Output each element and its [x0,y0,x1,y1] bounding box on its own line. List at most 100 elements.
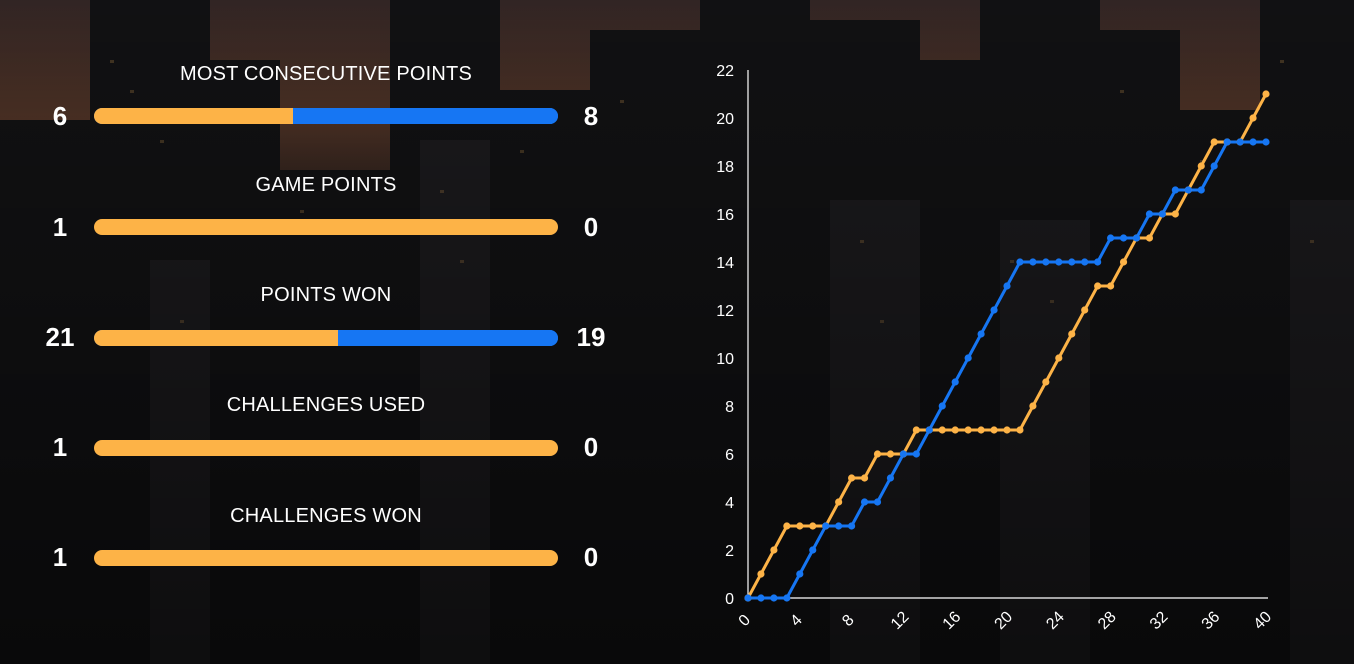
series-1-point [990,426,998,434]
stat-bar-most-consecutive-points [94,108,558,124]
series-2-point [1107,234,1115,242]
stat-bar-player-a-segment [94,330,338,346]
series-1-point [1107,282,1115,290]
series-1-point [964,426,972,434]
stat-right-value-most-consecutive-points: 8 [583,101,599,131]
stat-title-points-won: POINTS WON [260,284,392,306]
y-tick-label: 2 [725,543,734,560]
series-1-point [977,426,985,434]
series-1-point [1055,354,1063,362]
series-2-point [809,546,817,554]
series-2-point [938,402,946,410]
series-2-point [1068,258,1076,266]
series-1-point [783,522,791,530]
series-2-point [822,522,830,530]
series-1-point [1210,138,1218,146]
series-2-point [770,594,778,602]
series-2-point [886,474,895,482]
series-1-point [796,522,804,530]
stat-title-game-points: GAME POINTS [255,174,397,196]
stat-bar-challenges-won [94,550,558,566]
series-2-point [990,306,998,314]
stat-left-value-most-consecutive-points: 6 [52,101,68,131]
series-2-point [1003,282,1011,290]
series-2-point [1016,258,1024,266]
y-tick-label: 18 [716,159,734,176]
series-1-point [1081,306,1089,314]
stat-bar-player-b-segment [292,108,558,124]
match-stats-panel: MOST CONSECUTIVE POINTS 6 8 GAME POINTS … [46,63,606,572]
series-1-point [848,474,856,482]
y-tick-label: 16 [716,207,734,224]
series-1-point [873,450,882,458]
x-tick-label: 16 [940,608,965,633]
x-tick-label: 24 [1043,608,1068,633]
series-1-point [912,426,920,434]
y-tick-label: 6 [725,447,734,464]
series-2-point [1210,162,1218,170]
y-tick-label: 20 [716,111,734,128]
series-1-point [1171,210,1179,218]
series-2-point [1223,138,1231,146]
stat-title-most-consecutive-points: MOST CONSECUTIVE POINTS [179,63,473,85]
series-2-point [783,594,791,602]
stat-right-value-challenges-used: 0 [583,432,599,462]
x-tick-label: 28 [1095,608,1120,633]
stat-left-value-challenges-won: 1 [52,542,68,572]
series-2-point [1081,258,1089,266]
series-2-point [912,450,920,458]
stat-left-value-challenges-used: 1 [52,432,68,462]
series-1-point [1029,402,1037,410]
x-tick-label: 32 [1147,608,1172,633]
series-2-point [796,570,804,578]
series-1-point [770,546,778,554]
series-2-point [1184,186,1192,194]
stat-bar-player-a-segment [94,440,558,456]
series-2-point [1145,210,1154,218]
y-tick-label: 4 [725,495,734,512]
series-1-point [1119,258,1128,266]
series-1-point [1003,426,1011,434]
series-1-point [835,498,843,506]
y-tick-label: 14 [716,255,734,272]
stat-bar-player-a-segment [94,219,558,235]
stat-bar-challenges-used [94,440,558,456]
y-tick-label: 12 [716,303,734,320]
series-2-point [860,498,869,506]
y-tick-label: 0 [725,591,734,608]
y-tick-label: 8 [725,399,734,416]
series-1-point [1094,282,1102,290]
series-2-point [1132,234,1141,242]
series-1-point [951,426,959,434]
series-2-point [835,522,843,530]
stat-left-value-game-points: 1 [52,212,68,242]
series-2-point [1249,138,1257,146]
series-1-point [938,426,946,434]
series-2-point [1029,258,1037,266]
series-2-point [1094,258,1102,266]
series-2-point [1171,186,1179,194]
series-1-point [1016,426,1024,434]
series-2-point [873,498,882,506]
series-2-point [899,450,908,458]
x-tick-label: 20 [992,608,1017,633]
x-tick-label: 12 [888,608,913,633]
series-2-point [744,594,752,602]
stat-bar-points-won [94,330,558,346]
series-2-point [1158,210,1166,218]
series-1-point [1249,114,1257,122]
series-1-point [1197,162,1205,170]
series-2-point [1042,258,1050,266]
series-2-point [964,354,972,362]
stat-bar-player-a-segment [94,108,293,124]
series-1-point [1068,330,1076,338]
series-2-point [1262,138,1270,146]
series-1-point [757,570,765,578]
stat-right-value-challenges-won: 0 [583,542,599,572]
stat-title-challenges-used: CHALLENGES USED [226,394,426,416]
series-1-point [860,474,869,482]
stat-bar-player-a-segment [94,550,558,566]
